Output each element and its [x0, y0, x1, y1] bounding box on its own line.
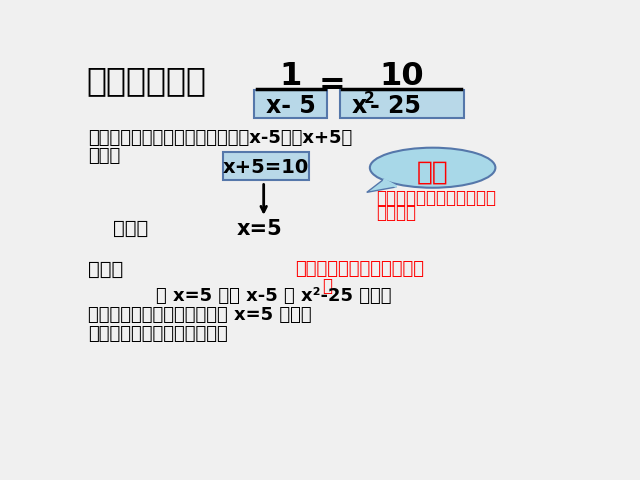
- Text: 解: 解: [322, 277, 332, 295]
- Text: 从去分母后所得的整式方程: 从去分母后所得的整式方程: [376, 189, 496, 206]
- Text: x+5=10: x+5=10: [223, 158, 309, 177]
- Text: =: =: [319, 70, 345, 101]
- FancyBboxPatch shape: [340, 90, 463, 118]
- Text: 解：方程两边同乘以最简公分母（x-5）（x+5）: 解：方程两边同乘以最简公分母（x-5）（x+5）: [88, 129, 352, 147]
- Text: x=5: x=5: [237, 219, 282, 240]
- Text: 解得：: 解得：: [113, 219, 148, 238]
- Text: 10: 10: [380, 60, 424, 92]
- Text: x: x: [351, 94, 367, 118]
- Text: 检验：: 检验：: [88, 260, 123, 279]
- Text: 中解出的: 中解出的: [376, 204, 416, 222]
- Text: 分式方程的解，原方程无解。: 分式方程的解，原方程无解。: [88, 325, 227, 343]
- Text: 增根: 增根: [417, 160, 449, 186]
- Ellipse shape: [370, 148, 495, 188]
- Text: - 25: - 25: [370, 94, 420, 118]
- Text: 为０，相应分式无意义。所以 x=5 不是原: 为０，相应分式无意义。所以 x=5 不是原: [88, 306, 312, 324]
- Text: 解分式方程：: 解分式方程：: [86, 64, 206, 97]
- Text: ，得：: ，得：: [88, 147, 120, 165]
- FancyBboxPatch shape: [223, 152, 309, 180]
- FancyBboxPatch shape: [254, 90, 327, 118]
- Text: 2: 2: [364, 92, 374, 107]
- Text: x- 5: x- 5: [266, 94, 316, 118]
- Text: 能使分式方程的分母为０的: 能使分式方程的分母为０的: [296, 260, 424, 278]
- Polygon shape: [367, 179, 396, 192]
- Text: 将 x=5 代入 x-5 、 x²-25 的値都: 将 x=5 代入 x-5 、 x²-25 的値都: [156, 287, 392, 305]
- Text: 1: 1: [280, 60, 302, 92]
